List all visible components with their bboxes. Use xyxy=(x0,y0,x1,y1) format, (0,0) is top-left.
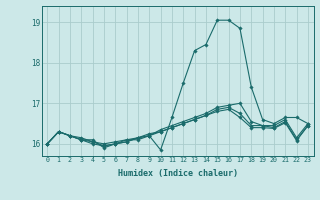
X-axis label: Humidex (Indice chaleur): Humidex (Indice chaleur) xyxy=(118,169,237,178)
